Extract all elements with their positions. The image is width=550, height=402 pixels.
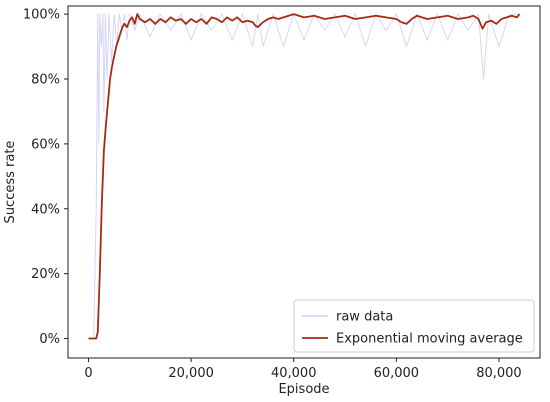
- y-tick-label: 40%: [31, 202, 60, 217]
- legend-box: [293, 299, 535, 353]
- x-tick-label: 60,000: [374, 366, 420, 381]
- ema-line: [88, 13, 521, 340]
- legend-entry-raw-data: raw data: [336, 310, 393, 325]
- legend-entry-ema: Exponential moving average: [336, 332, 523, 347]
- x-tick-label: 20,000: [168, 366, 214, 381]
- raw-data-line: [88, 13, 520, 340]
- x-axis-label: Episode: [278, 382, 329, 397]
- legend: raw data Exponential moving average: [293, 299, 535, 353]
- ema-series: [88, 13, 521, 340]
- y-tick-label: 80%: [31, 72, 60, 87]
- plot-frame: [67, 5, 541, 359]
- y-tick-label: 100%: [23, 8, 60, 23]
- x-tick-label: 0: [84, 366, 92, 381]
- y-tick-label: 60%: [31, 137, 60, 152]
- y-tick-label: 20%: [31, 267, 60, 282]
- x-tick-label: 40,000: [271, 366, 317, 381]
- raw-data-series: [88, 13, 520, 340]
- y-axis: 0% 20% 40% 60% 80% 100%: [23, 8, 68, 347]
- x-axis: 0 20,000 40,000 60,000 80,000: [84, 358, 522, 381]
- x-tick-label: 80,000: [476, 366, 522, 381]
- y-axis-label: Success rate: [3, 141, 18, 224]
- y-tick-label: 0%: [39, 332, 60, 347]
